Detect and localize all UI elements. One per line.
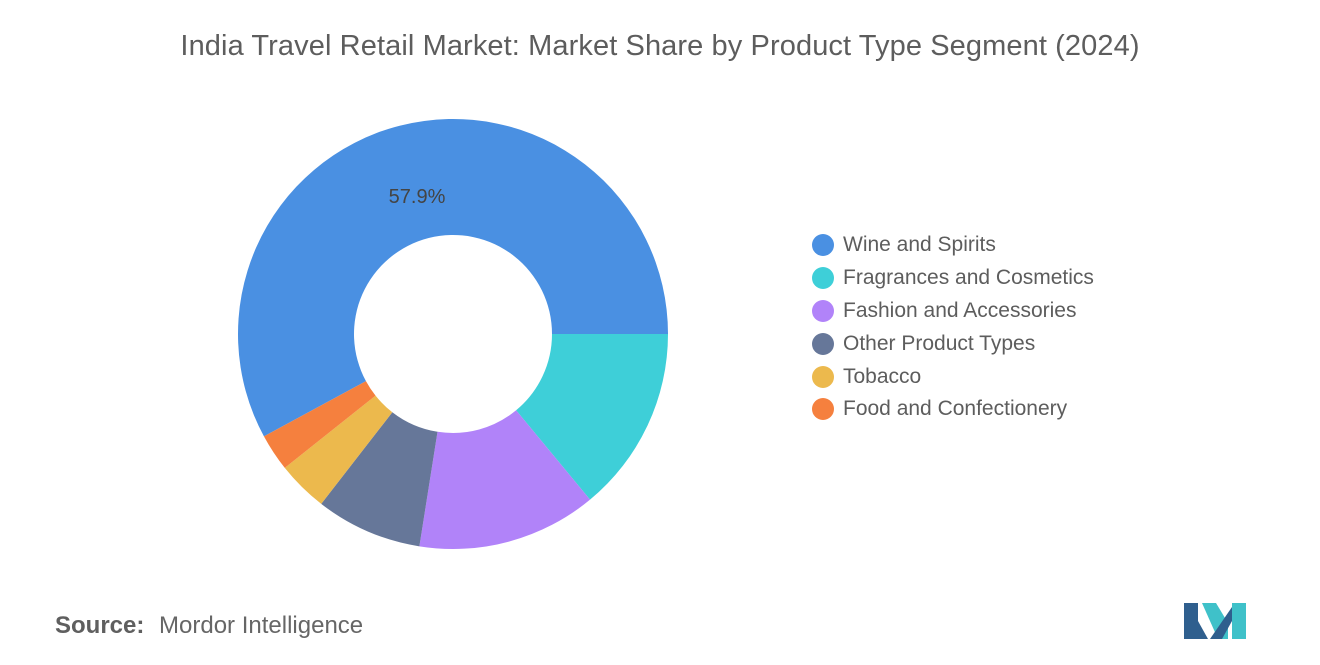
legend-swatch xyxy=(812,234,834,257)
data-labels: 57.9% xyxy=(389,186,446,208)
slice-other-product-types xyxy=(321,412,438,547)
slice-food-and-confectionery xyxy=(263,381,376,468)
legend-label: Fashion and Accessories xyxy=(843,298,1077,322)
slice-fashion-and-accessories xyxy=(419,410,591,549)
legend-label: Fragrances and Cosmetics xyxy=(843,266,1094,290)
legend-item: Fashion and Accessories xyxy=(812,295,1094,328)
chart-title: India Travel Retail Market: Market Share… xyxy=(180,30,1140,62)
legend-label: Food and Confectionery xyxy=(843,397,1068,421)
slice-wine-and-spirits xyxy=(238,118,669,437)
source-value: Mordor Intelligence xyxy=(159,612,364,639)
legend-label: Tobacco xyxy=(843,364,922,388)
legend-item: Wine and Spirits xyxy=(812,229,1094,262)
legend-item: Food and Confectionery xyxy=(812,393,1094,426)
source-label: Source: xyxy=(55,612,145,639)
legend-item: Other Product Types xyxy=(812,327,1094,360)
legend-swatch xyxy=(812,365,834,388)
source-line: Source: Mordor Intelligence xyxy=(55,612,363,640)
legend-item: Fragrances and Cosmetics xyxy=(812,262,1094,295)
legend-swatch xyxy=(812,299,834,322)
data-label: 57.9% xyxy=(389,186,446,208)
slice-fragrances-and-cosmetics xyxy=(516,334,668,500)
legend-label: Wine and Spirits xyxy=(843,233,996,257)
mordor-intelligence-logo-icon xyxy=(1184,603,1246,639)
legend-item: Tobacco xyxy=(812,360,1094,393)
legend-swatch xyxy=(812,332,834,355)
chart-legend: Wine and Spirits Fragrances and Cosmetics… xyxy=(812,229,1094,426)
donut-slices xyxy=(238,118,669,549)
legend-swatch xyxy=(812,267,834,290)
legend-label: Other Product Types xyxy=(843,331,1036,355)
legend-swatch xyxy=(812,398,834,421)
slice-tobacco xyxy=(284,395,393,504)
